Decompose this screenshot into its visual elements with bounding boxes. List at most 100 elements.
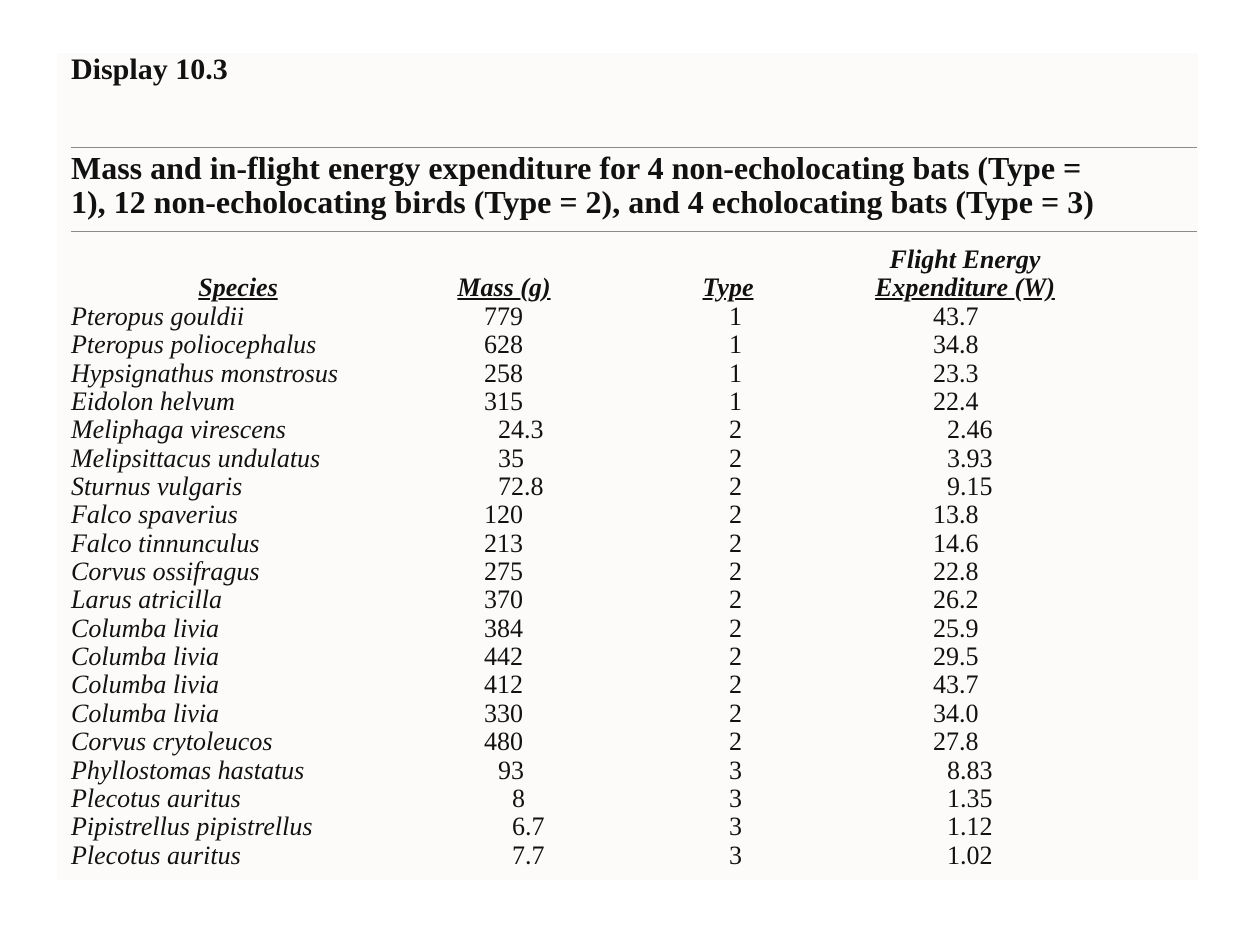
species-cell: Hypsignathus monstrosus: [71, 358, 339, 388]
energy-cell: 43.7: [933, 302, 979, 331]
species-cell: Phyllostomas hastatus: [71, 755, 305, 785]
energy-cell: 23.3: [933, 358, 979, 388]
mass-cell: 120: [484, 500, 523, 530]
column-header-mass: Mass (g): [430, 274, 578, 302]
type-cell: 2: [729, 585, 742, 615]
column-header-energy-line-1: Flight Energy: [889, 245, 1041, 274]
mass-cell: 779: [484, 302, 523, 331]
energy-cell: 43.7: [933, 670, 979, 700]
species-cell: Falco spaverius: [71, 500, 238, 530]
table-row: Falco tinnunculus 213 2 14.6: [71, 528, 1197, 558]
caption-line-2: 1), 12 non-echolocating birds (Type = 2)…: [71, 184, 1094, 220]
table-row: Pteropus poliocephalus 628 1 34.8: [71, 331, 1197, 359]
species-cell: Plecotus auritus: [71, 783, 241, 813]
species-cell: Melipsittacus undulatus: [71, 443, 321, 473]
column-header-species: Species: [170, 274, 306, 302]
energy-cell: 13.8: [933, 500, 979, 530]
species-cell: Meliphaga virescens: [71, 415, 286, 445]
species-cell: Larus atricilla: [71, 585, 222, 615]
type-cell: 2: [729, 642, 742, 672]
energy-cell: 34.8: [933, 330, 979, 360]
species-cell: Falco tinnunculus: [71, 528, 260, 558]
mass-cell: 628: [484, 330, 523, 360]
type-cell: 2: [729, 557, 742, 587]
table-row: Falco spaverius 120 2 13.8: [71, 501, 1197, 529]
table-row: Pteropus gouldii 779 1 43.7: [71, 303, 1197, 331]
mass-cell: 258: [484, 358, 523, 388]
column-header-energy: Flight Energy Expenditure (W): [840, 246, 1090, 302]
type-cell: 2: [729, 443, 742, 473]
species-cell: Pteropus gouldii: [71, 302, 245, 331]
table-row: Phyllostomas hastatus 93 3 8.83: [71, 755, 1197, 785]
type-cell: 1: [729, 358, 742, 388]
table-row: Larus atricilla 370 2 26.2: [71, 586, 1197, 614]
caption-line-1: Mass and in-flight energy expenditure fo…: [71, 150, 1082, 186]
mass-cell: 7.7: [512, 840, 545, 870]
species-cell: Columba livia: [71, 642, 220, 672]
species-cell: Columba livia: [71, 613, 220, 643]
species-cell: Pipistrellus pipistrellus: [71, 812, 313, 842]
type-cell: 2: [729, 472, 742, 502]
species-cell: Plecotus auritus: [71, 840, 241, 870]
type-cell: 2: [729, 727, 742, 757]
species-cell: Corvus crytoleucos: [71, 727, 273, 757]
type-cell: 2: [729, 698, 742, 728]
mass-cell: 370: [484, 585, 523, 615]
document-panel: [57, 53, 1198, 880]
energy-cell: 1.35: [947, 783, 993, 813]
table-row: Pipistrellus pipistrellus 6.7 3 1.12: [71, 813, 1197, 841]
table-row: Melipsittacus undulatus 35 2 3.93: [71, 443, 1197, 473]
mass-cell: 6.7: [512, 812, 545, 842]
table-row: Columba livia 412 2 43.7: [71, 671, 1197, 699]
species-cell: Corvus ossifragus: [71, 557, 260, 587]
type-cell: 3: [729, 812, 742, 842]
type-cell: 2: [729, 528, 742, 558]
mass-cell: 442: [484, 642, 523, 672]
energy-cell: 25.9: [933, 613, 979, 643]
type-cell: 3: [729, 755, 742, 785]
energy-cell: 27.8: [933, 727, 979, 757]
table-row: Corvus crytoleucos 480 2 27.8: [71, 728, 1197, 756]
mass-cell: 213: [484, 528, 523, 558]
table-row: Plecotus auritus 8 3 1.35: [71, 783, 1197, 813]
caption-bottom-rule: [71, 231, 1197, 232]
table-caption: Mass and in-flight energy expenditure fo…: [71, 151, 1206, 219]
table-row: Columba livia 384 2 25.9: [71, 613, 1197, 643]
species-cell: Columba livia: [71, 670, 220, 700]
energy-cell: 1.12: [947, 812, 993, 842]
table-row: Sturnus vulgaris 72.8 2 9.15: [71, 473, 1197, 501]
table-row: Columba livia 442 2 29.5: [71, 643, 1197, 671]
mass-cell: 35: [498, 443, 524, 473]
caption-top-rule: [71, 147, 1197, 148]
table-row: Columba livia 330 2 34.0: [71, 698, 1197, 728]
table-row: Hypsignathus monstrosus 258 1 23.3: [71, 358, 1197, 388]
table-row: Plecotus auritus 7.7 3 1.02: [71, 840, 1197, 870]
species-cell: Sturnus vulgaris: [71, 472, 243, 502]
data-table-body: Pteropus gouldii 779 1 43.7 Pteropus polioce…: [71, 303, 1197, 870]
mass-cell: 24.3: [498, 415, 544, 445]
table-row: Meliphaga virescens 24.3 2 2.46: [71, 416, 1197, 444]
energy-cell: 26.2: [933, 585, 979, 615]
mass-cell: 8: [512, 783, 525, 813]
type-cell: 1: [729, 302, 742, 331]
energy-cell: 34.0: [933, 698, 979, 728]
species-cell: Eidolon helvum: [71, 387, 235, 417]
display-label: Display 10.3: [71, 53, 228, 86]
column-header-mass-label: Mass (g): [457, 273, 551, 302]
mass-cell: 275: [484, 557, 523, 587]
mass-cell: 93: [498, 755, 524, 785]
mass-cell: 330: [484, 698, 523, 728]
type-cell: 1: [729, 387, 742, 417]
type-cell: 2: [729, 670, 742, 700]
energy-cell: 1.02: [947, 840, 993, 870]
type-cell: 2: [729, 500, 742, 530]
energy-cell: 29.5: [933, 642, 979, 672]
type-cell: 2: [729, 415, 742, 445]
energy-cell: 22.8: [933, 557, 979, 587]
species-cell: Pteropus poliocephalus: [71, 330, 317, 360]
column-header-energy-line-2: Expenditure (W): [875, 273, 1055, 302]
species-cell: Columba livia: [71, 698, 220, 728]
mass-cell: 72.8: [498, 472, 544, 502]
energy-cell: 2.46: [947, 415, 993, 445]
table-row: Corvus ossifragus 275 2 22.8: [71, 558, 1197, 586]
